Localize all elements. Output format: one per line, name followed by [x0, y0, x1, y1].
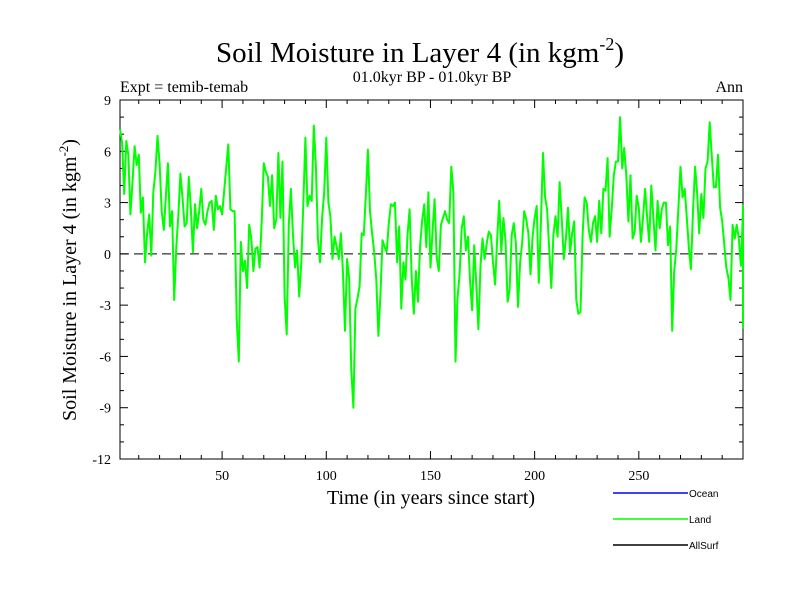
series-lines — [119, 116, 744, 409]
season-label: Ann — [715, 79, 743, 96]
x-tick-label: 200 — [524, 469, 545, 484]
axis-ticks — [120, 99, 743, 460]
y-tick-label: -9 — [99, 402, 111, 417]
y-tick-label: 0 — [104, 248, 111, 263]
y-tick-label: -3 — [99, 299, 111, 314]
axis-tick-labels: -12 -9 -6 -3 0 3 6 9 50 100 150 200 250 — [92, 94, 649, 484]
plot-frame — [119, 99, 744, 460]
legend-label-allsurf: AllSurf — [689, 541, 719, 552]
series-line-land — [119, 116, 744, 409]
x-tick-label: 50 — [215, 469, 229, 484]
legend-label-land: Land — [689, 515, 711, 526]
x-tick-label: 250 — [628, 469, 649, 484]
x-tick-label: 150 — [420, 469, 441, 484]
y-tick-label: 9 — [104, 94, 111, 109]
chart-subtitle: 01.0kyr BP - 01.0kyr BP — [353, 69, 512, 86]
y-tick-label: -12 — [92, 453, 111, 468]
y-tick-label: 3 — [104, 197, 111, 212]
legend: Ocean Land AllSurf — [613, 489, 719, 552]
legend-label-ocean: Ocean — [689, 489, 718, 500]
x-axis-label: Time (in years since start) — [327, 487, 535, 509]
chart-title: Soil Moisture in Layer 4 (in kgm-2) — [216, 34, 624, 69]
y-tick-label: 6 — [104, 145, 111, 160]
experiment-label: Expt = temib-temab — [120, 79, 248, 96]
y-axis-label: Soil Moisture in Layer 4 (in kgm-2) — [56, 139, 81, 421]
x-tick-label: 100 — [316, 469, 337, 484]
y-tick-label: -6 — [99, 350, 111, 365]
